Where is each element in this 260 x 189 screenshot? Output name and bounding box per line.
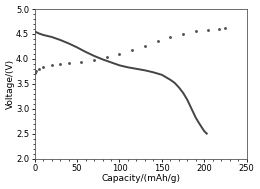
Y-axis label: Voltage/(V): Voltage/(V)	[5, 59, 15, 109]
X-axis label: Capacity/(mAh/g): Capacity/(mAh/g)	[101, 174, 180, 184]
